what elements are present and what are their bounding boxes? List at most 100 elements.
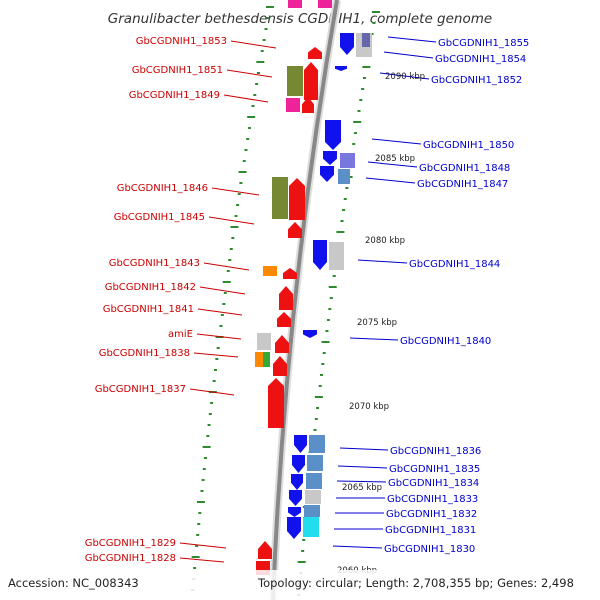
tick-mark — [262, 39, 266, 41]
scale-label: 2080 kbp — [365, 236, 405, 246]
gene-arrow — [335, 66, 347, 71]
tick-mark — [319, 374, 323, 376]
leader-line — [189, 388, 235, 396]
tick-mark — [321, 363, 325, 365]
gene-arrow — [275, 335, 289, 353]
tick-mark — [332, 275, 336, 277]
leader-line — [179, 557, 225, 563]
tick-mark — [223, 292, 227, 294]
gene-label: GbCGDNIH1_1851 — [132, 65, 223, 76]
tick-mark — [313, 429, 317, 431]
tick-mark — [198, 512, 202, 514]
tick-mark — [244, 149, 248, 151]
tick-mark — [372, 22, 376, 24]
leader-line — [211, 187, 260, 196]
leader-lines — [179, 36, 437, 563]
gene-arrow — [308, 47, 322, 59]
tick-mark — [247, 116, 256, 118]
gene-label: GbCGDNIH1_1855 — [438, 38, 529, 49]
tick-mark — [256, 72, 260, 74]
gene-arrow — [304, 62, 318, 100]
tick-mark — [247, 127, 251, 129]
accession-text: Accession: NC_008343 — [8, 576, 139, 590]
tick-mark — [357, 110, 361, 112]
gene-label: GbCGDNIH1_1847 — [417, 179, 508, 190]
gene-block — [309, 435, 325, 453]
tick-mark — [345, 187, 349, 189]
gene-block — [263, 266, 277, 276]
tick-mark — [228, 259, 232, 261]
tick-mark — [362, 66, 371, 68]
tick-mark — [242, 160, 246, 162]
tick-mark — [264, 28, 268, 30]
gene-arrow — [288, 507, 301, 517]
tick-mark — [196, 534, 200, 536]
scale-label: 2090 kbp — [385, 72, 425, 82]
reverse-gene-labels: GbCGDNIH1_1855 GbCGDNIH1_1854 GbCGDNIH1_… — [384, 38, 529, 555]
leader-line — [226, 69, 273, 78]
leader-line — [337, 465, 388, 469]
tick-mark — [207, 424, 211, 426]
tick-mark — [361, 88, 365, 90]
tick-mark — [328, 308, 332, 310]
tick-mark — [219, 325, 223, 327]
tick-mark — [343, 198, 347, 200]
leader-line — [208, 216, 255, 225]
gene-block — [263, 352, 270, 367]
tick-mark — [325, 330, 329, 332]
gene-label: GbCGDNIH1_1837 — [95, 384, 186, 395]
tick-mark — [234, 215, 238, 217]
tick-mark — [314, 396, 323, 398]
leader-line — [199, 286, 246, 295]
gene-arrow — [294, 435, 307, 453]
gene-label: GbCGDNIH1_1854 — [435, 54, 526, 65]
gene-features — [255, 0, 372, 575]
tick-mark — [326, 319, 330, 321]
leader-line — [223, 94, 269, 103]
tick-mark — [353, 121, 362, 123]
gene-block — [304, 505, 320, 517]
leader-line — [193, 352, 239, 358]
gene-label: GbCGDNIH1_1843 — [109, 258, 200, 269]
gene-block — [305, 490, 321, 504]
tick-mark — [202, 446, 211, 448]
gene-block — [306, 473, 322, 489]
leader-line — [332, 545, 383, 549]
genome-summary-text: Topology: circular; Length: 2,708,355 bp… — [257, 576, 574, 590]
tick-mark — [342, 209, 346, 211]
forward-gene-labels: GbCGDNIH1_1853 GbCGDNIH1_1851 GbCGDNIH1_… — [85, 36, 227, 564]
scale-label: 2085 kbp — [375, 154, 415, 164]
leader-line — [203, 262, 250, 271]
gene-label: GbCGDNIH1_1838 — [99, 348, 190, 359]
scale-label: 2065 kbp — [342, 483, 382, 493]
tick-mark — [226, 270, 230, 272]
tick-mark — [362, 77, 366, 79]
leader-line — [365, 177, 416, 184]
gene-label: GbCGDNIH1_1846 — [117, 183, 208, 194]
scale-label: 2075 kbp — [357, 318, 397, 328]
gene-arrow — [291, 474, 303, 490]
tick-mark — [314, 418, 318, 420]
gene-block — [255, 352, 263, 367]
gene-arrow — [283, 268, 297, 279]
leader-line — [336, 480, 387, 483]
tick-mark — [321, 341, 330, 343]
gene-label: GbCGDNIH1_1831 — [385, 525, 476, 536]
tick-mark — [238, 171, 247, 173]
gene-label: GbCGDNIH1_1848 — [419, 163, 510, 174]
gene-label: GbCGDNIH1_1832 — [386, 509, 477, 520]
tick-mark — [370, 33, 374, 35]
leader-line — [379, 72, 430, 80]
gene-block — [318, 0, 332, 8]
tick-mark — [318, 385, 322, 387]
gene-block — [362, 33, 370, 47]
gene-block — [338, 169, 350, 184]
leader-line — [339, 447, 389, 451]
gene-block — [329, 242, 344, 270]
gene-arrow — [320, 166, 334, 182]
leader-line — [349, 337, 399, 341]
tick-mark — [328, 286, 337, 288]
leader-line — [230, 40, 277, 49]
tick-mark — [206, 435, 210, 437]
tick-mark — [265, 6, 274, 8]
